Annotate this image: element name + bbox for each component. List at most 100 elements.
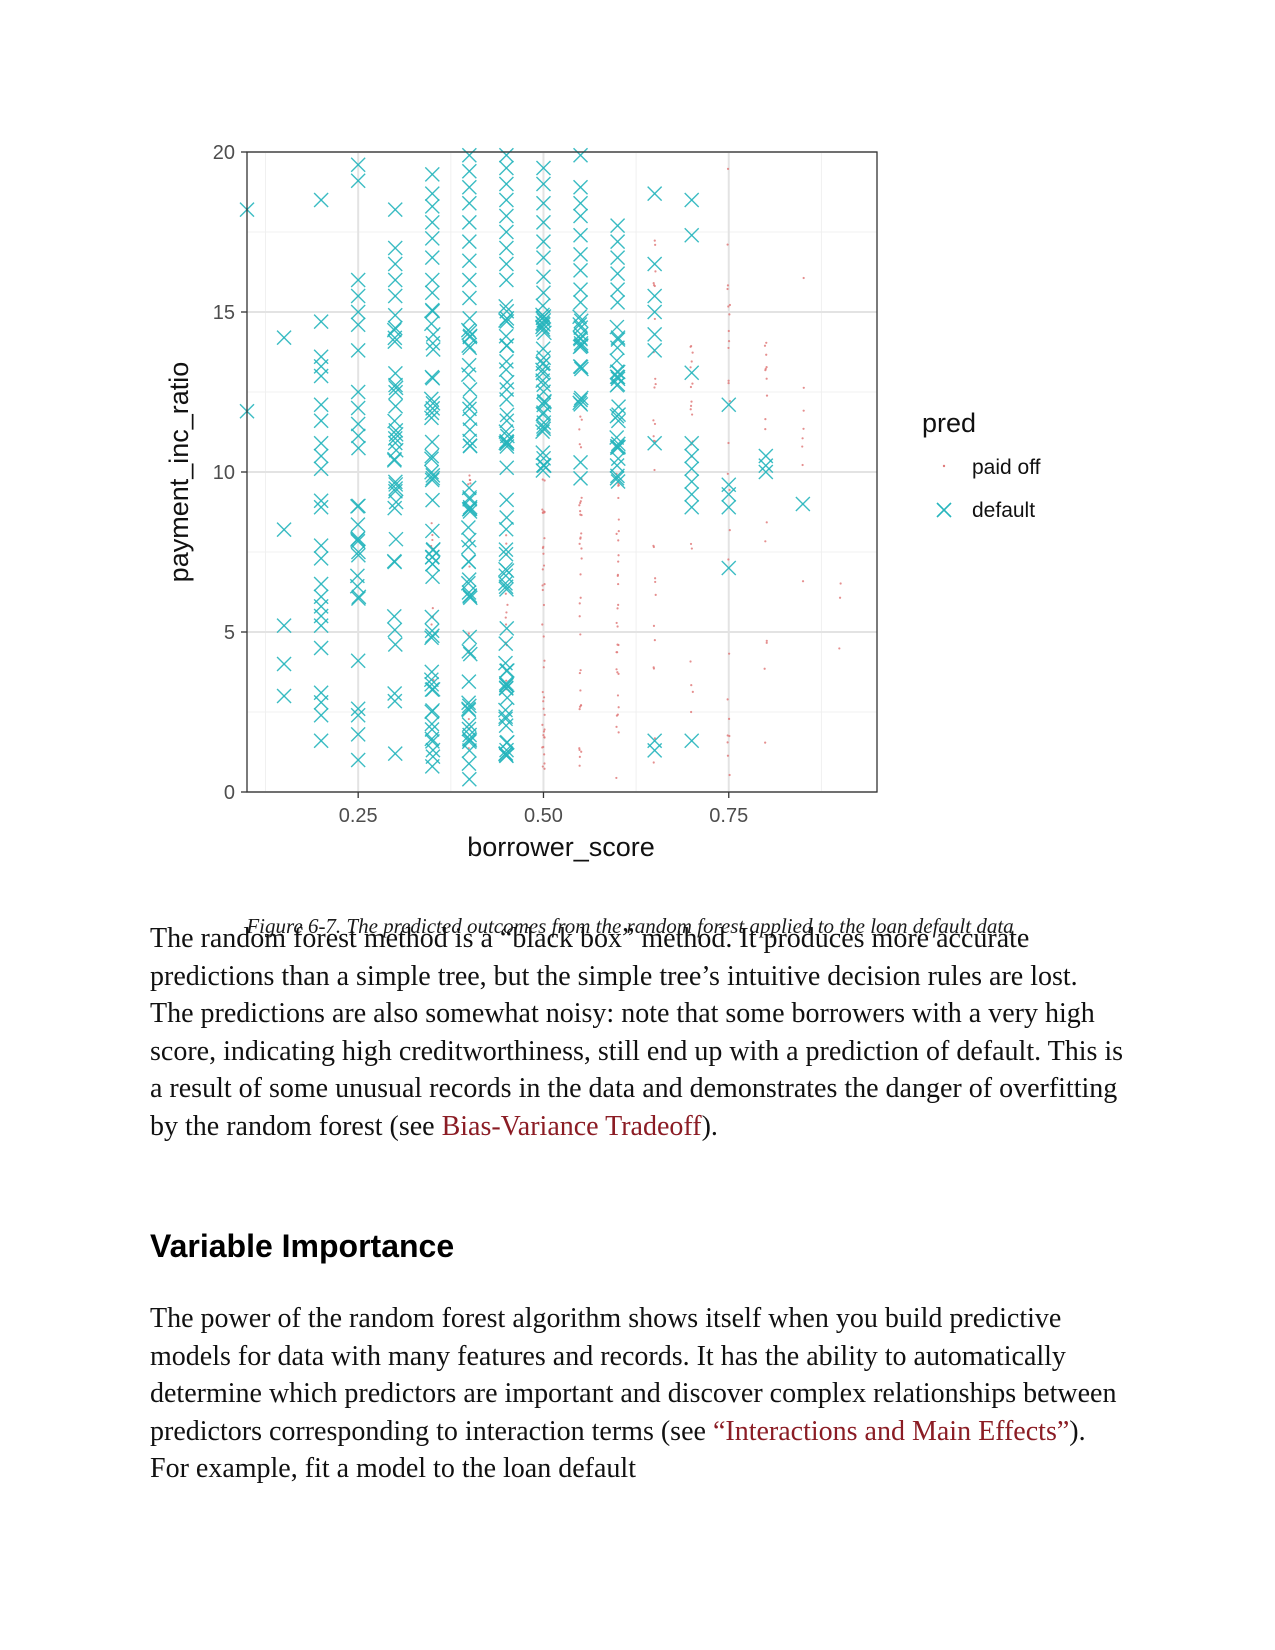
default-point <box>498 748 514 764</box>
default-point <box>499 492 515 508</box>
default-point <box>461 338 477 354</box>
default-point <box>313 368 329 384</box>
default-point <box>498 680 514 696</box>
default-point <box>461 698 477 714</box>
paid-off-point <box>726 698 729 701</box>
default-point <box>499 460 515 476</box>
paid-off-point <box>691 690 694 693</box>
link-bias-variance-tradeoff[interactable]: Bias-Variance Tradeoff <box>441 1110 702 1142</box>
default-point <box>462 501 478 517</box>
paid-off-point <box>654 382 657 386</box>
paid-off-point <box>579 446 583 449</box>
default-point <box>499 310 515 326</box>
y-tick-label: 5 <box>224 622 235 644</box>
paid-off-point <box>541 623 544 626</box>
default-point <box>425 341 441 357</box>
default-point <box>388 494 404 510</box>
paid-off-point <box>542 635 545 638</box>
default-point <box>350 752 366 768</box>
default-point <box>536 450 552 466</box>
paid-off-point <box>468 474 471 477</box>
default-point <box>497 746 513 762</box>
paid-off-point <box>615 621 618 625</box>
default-point <box>462 310 478 326</box>
paid-off-point <box>541 508 544 511</box>
default-point <box>535 424 551 440</box>
default-point <box>499 742 515 758</box>
default-point <box>387 272 403 288</box>
default-point <box>498 718 514 734</box>
default-point <box>386 452 402 468</box>
paid-off-point <box>653 386 656 389</box>
default-point <box>499 391 515 407</box>
default-point <box>497 575 513 591</box>
paid-off-point <box>579 501 582 505</box>
y-tick-label: 20 <box>213 142 235 164</box>
default-point <box>647 342 663 358</box>
default-point <box>498 208 514 224</box>
default-point <box>424 285 440 301</box>
default-point <box>536 421 552 437</box>
default-point <box>610 436 626 452</box>
paid-off-point <box>690 360 693 363</box>
paid-off-point <box>579 573 582 576</box>
default-point <box>387 413 403 429</box>
paid-off-point <box>801 445 804 448</box>
paragraph-text-end: ). <box>701 1110 718 1142</box>
paid-off-point <box>542 552 545 555</box>
default-point <box>387 636 403 652</box>
default-point <box>610 250 626 266</box>
default-point <box>461 721 477 737</box>
default-point <box>313 314 329 330</box>
default-point <box>313 493 329 509</box>
default-point <box>350 428 366 444</box>
paid-off-point <box>617 554 620 557</box>
default-point <box>351 589 367 605</box>
default-point <box>388 531 404 547</box>
paid-off-point <box>690 547 693 550</box>
default-point <box>684 365 700 381</box>
default-point <box>425 470 441 486</box>
default-point <box>461 163 477 179</box>
default-point <box>647 435 663 451</box>
paid-off-point <box>617 706 620 709</box>
link-interactions-main-effects[interactable]: “Interactions and Main Effects” <box>712 1415 1070 1447</box>
default-point <box>610 371 626 387</box>
paid-off-point <box>690 710 693 714</box>
default-point <box>721 560 737 576</box>
paid-off-point <box>728 313 731 316</box>
y-tick-label: 0 <box>224 782 235 804</box>
default-point <box>498 192 514 208</box>
default-point <box>462 504 478 520</box>
default-point <box>461 572 477 588</box>
paid-off-point <box>578 443 581 446</box>
default-point <box>684 435 700 451</box>
default-point <box>684 192 700 208</box>
default-point <box>387 330 403 346</box>
paid-off-point <box>654 577 657 580</box>
default-point <box>536 405 551 421</box>
paid-off-point <box>801 580 805 583</box>
paid-off-point <box>431 538 434 542</box>
paid-off-point <box>542 603 546 607</box>
paid-off-point <box>617 484 620 487</box>
default-point <box>536 350 552 366</box>
default-point <box>535 176 551 192</box>
paid-off-point <box>579 415 582 418</box>
default-point <box>425 492 441 508</box>
default-point <box>684 448 700 464</box>
default-point <box>610 282 626 298</box>
default-point <box>610 266 626 282</box>
paid-off-point <box>541 588 544 592</box>
paid-off-point <box>541 746 544 749</box>
default-point <box>498 160 514 176</box>
paid-off-point <box>505 542 508 545</box>
default-point <box>647 288 663 304</box>
default-point <box>609 458 625 474</box>
paid-off-point <box>616 625 619 628</box>
paid-off-point <box>689 660 692 663</box>
paid-off-point <box>765 353 768 356</box>
default-point <box>387 693 403 709</box>
paid-off-point <box>727 717 731 720</box>
default-point <box>498 224 514 240</box>
